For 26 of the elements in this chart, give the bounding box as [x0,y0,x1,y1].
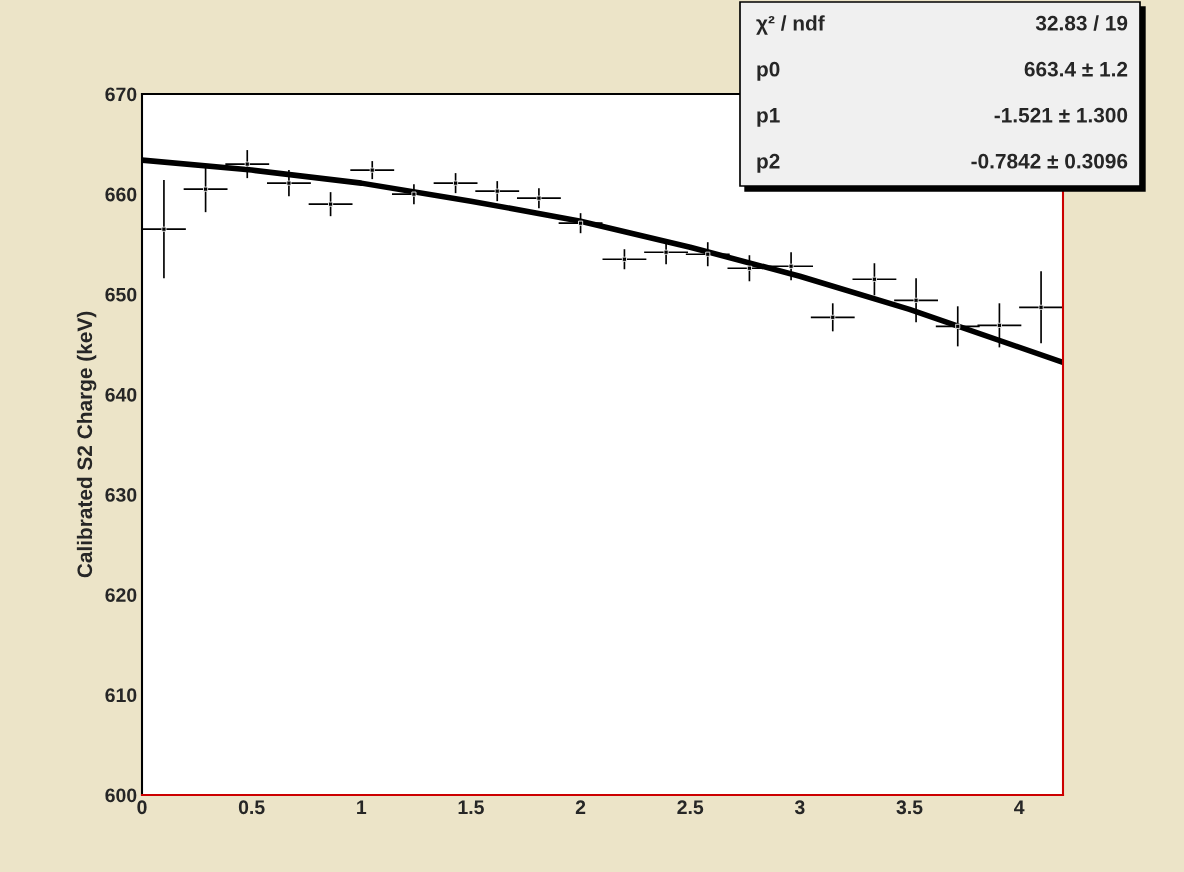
y-axis-title: Calibrated S2 Charge (keV) [76,311,97,578]
y-tick-label: 660 [105,187,137,202]
y-tick-label: 650 [105,287,137,302]
x-tick-label: 3.5 [896,800,923,815]
annotation: p1 [757,108,780,127]
x-tick-label: 3 [794,800,805,815]
annotation: p2 [757,153,780,173]
x-tick-label: 1.5 [458,800,484,815]
y-tick-label: 640 [105,387,137,402]
y-tick-label: 670 [105,87,137,102]
y-tick-label: 600 [105,788,137,803]
x-tick-label: 0.5 [238,800,265,815]
y-tick-label: 610 [105,688,137,703]
x-tick-label: 1 [357,800,367,814]
text: p0 [757,61,780,81]
text: χ² / ndf [756,15,825,35]
x-tick-label: 0 [137,800,147,815]
annotation: -0.7842 ± 0.3096 [971,153,1128,169]
text: 663.4 ± 1.2 [1024,61,1128,77]
y-tick-label: 620 [105,588,137,602]
text: 32.83 / 19 [1035,15,1128,31]
y-tick-label: 630 [105,488,137,502]
x-tick-label: 2.5 [677,800,704,815]
x-tick-label: 2 [575,800,586,814]
x-tick-label: 4 [1014,800,1025,814]
annotation: -1.521 ± 1.300 [994,107,1128,123]
